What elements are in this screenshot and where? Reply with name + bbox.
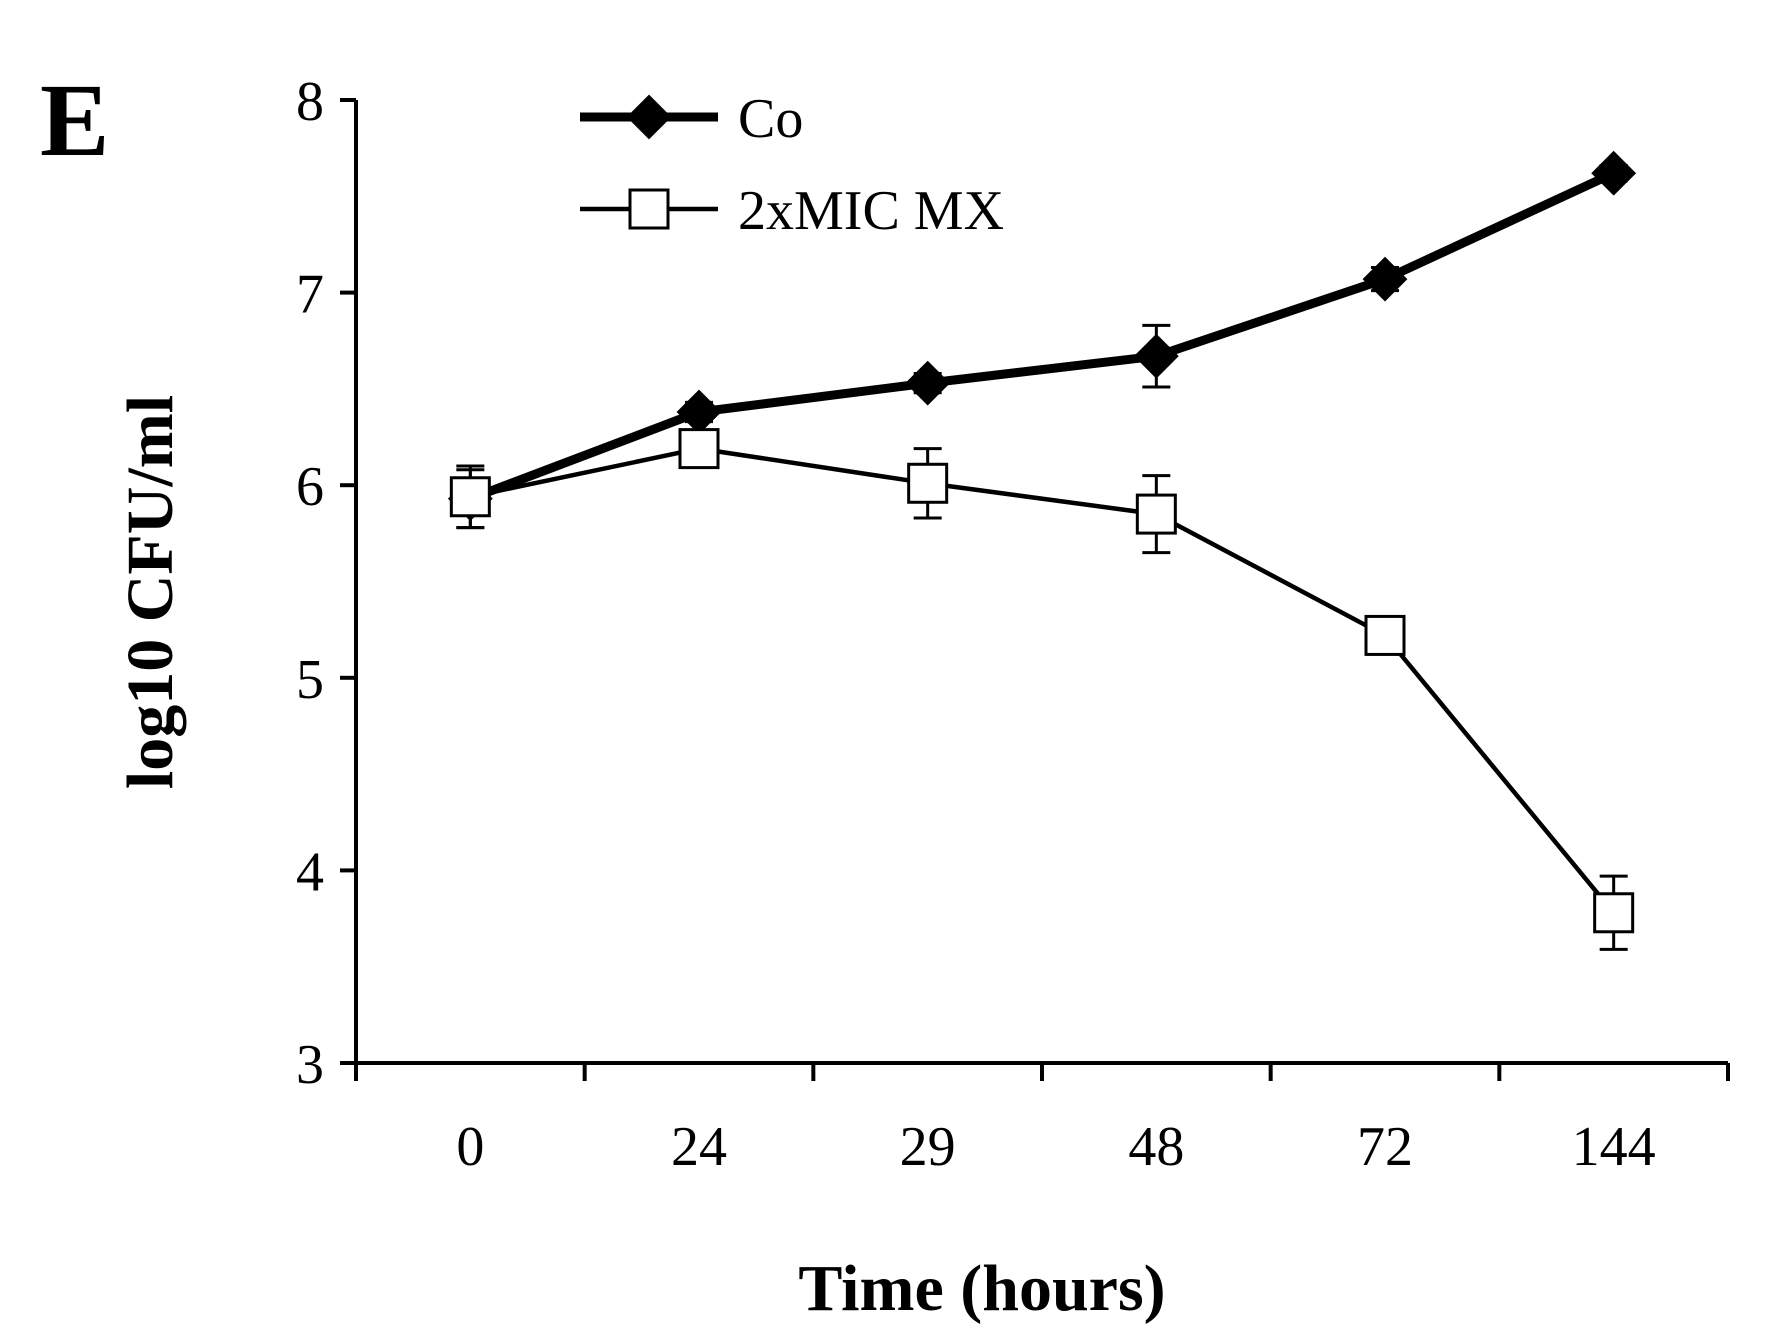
x-axis-title: Time (hours): [798, 1252, 1165, 1325]
data-point: [905, 360, 951, 406]
y-tick-label: 3: [296, 1034, 324, 1096]
data-point: [1133, 333, 1179, 379]
data-point: [676, 389, 722, 435]
legend: Co 2xMIC MX: [580, 88, 1004, 242]
legend-label: Co: [738, 88, 803, 150]
data-point: [1593, 892, 1635, 934]
x-tick-label: 144: [1572, 1116, 1656, 1178]
series-line: [468, 169, 1616, 503]
x-tick-label: 0: [456, 1116, 484, 1178]
y-tick-label: 6: [296, 456, 324, 518]
y-tick-label: 7: [296, 264, 324, 326]
data-point: [1591, 150, 1637, 196]
axes: [354, 100, 1728, 1065]
y-axis-title: log10 CFU/ml: [114, 395, 187, 789]
series-1: [449, 428, 1635, 951]
x-axis-ticks: 0 24 29 48 72 144: [354, 1063, 1730, 1178]
series-layer: [447, 150, 1637, 951]
y-axis-ticks: 3 4 5 6 7 8: [296, 71, 356, 1096]
data-point: [1135, 493, 1177, 535]
x-tick-label: 48: [1128, 1116, 1184, 1178]
data-point: [1364, 614, 1406, 656]
x-tick-label: 24: [671, 1116, 727, 1178]
panel-label: E: [40, 63, 109, 178]
data-point: [678, 428, 720, 470]
legend-item: 2xMIC MX: [580, 180, 1004, 242]
y-tick-label: 8: [296, 71, 324, 133]
data-point: [1362, 256, 1408, 302]
legend-marker: [626, 94, 672, 140]
x-tick-label: 72: [1357, 1116, 1413, 1178]
y-tick-label: 4: [296, 841, 324, 903]
legend-label: 2xMIC MX: [738, 180, 1004, 242]
y-tick-label: 5: [296, 649, 324, 711]
legend-marker: [628, 188, 670, 230]
data-point: [449, 476, 491, 518]
series-line: [469, 446, 1616, 915]
data-point: [907, 462, 949, 504]
x-tick-label: 29: [900, 1116, 956, 1178]
legend-item: Co: [580, 88, 803, 150]
